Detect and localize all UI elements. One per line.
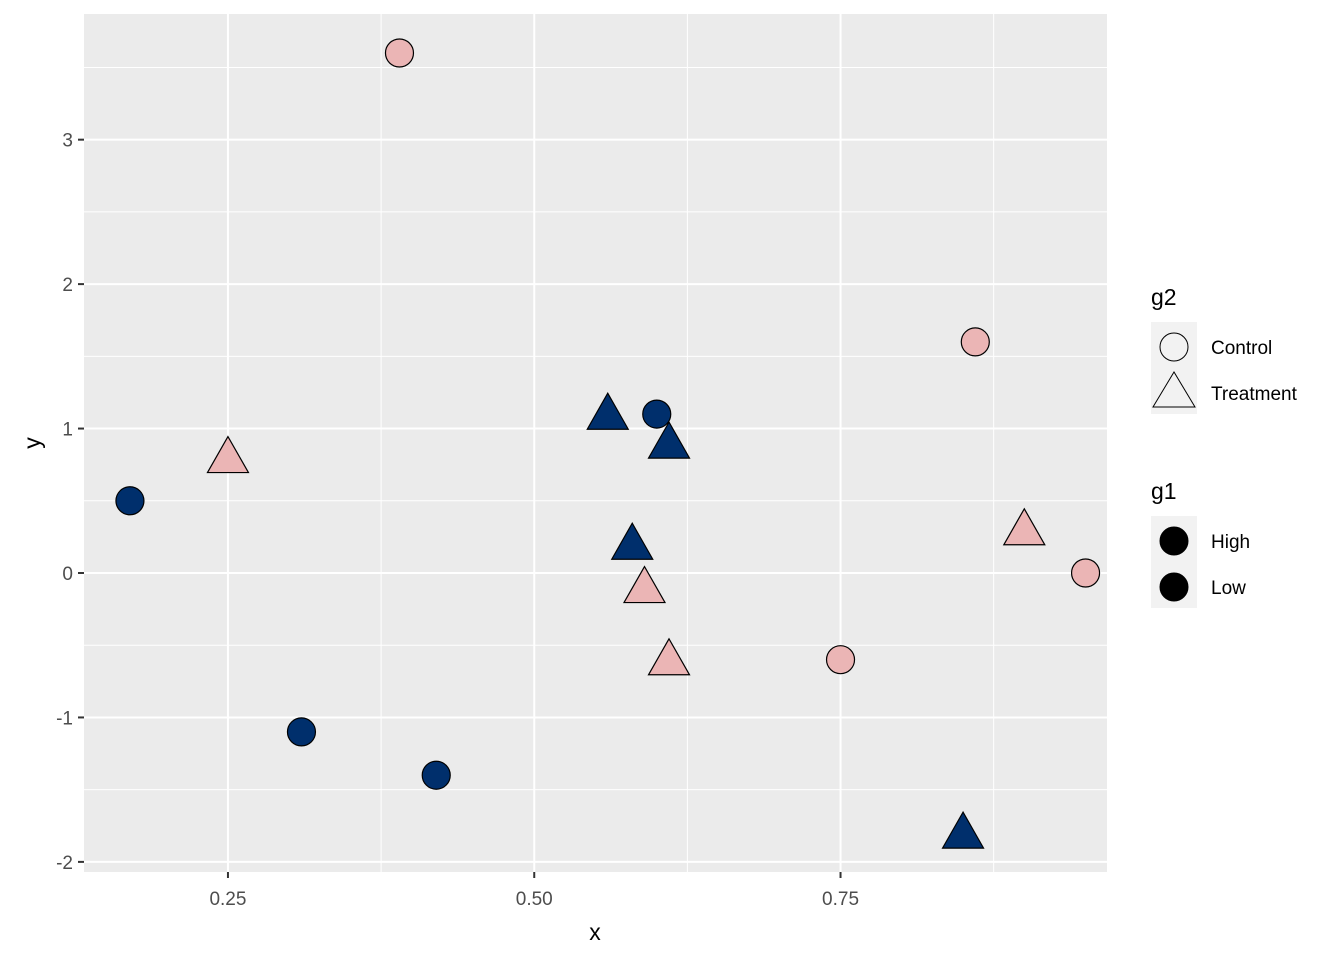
legend-label: Treatment bbox=[1211, 384, 1298, 405]
minor-gridlines bbox=[84, 14, 1107, 872]
data-point-triangle-low bbox=[622, 565, 667, 604]
y-tick-label: -1 bbox=[56, 708, 73, 729]
legend-key-circle-icon bbox=[1159, 526, 1189, 556]
data-point-triangle-low bbox=[1002, 507, 1046, 546]
legend-key-circle-icon bbox=[1159, 332, 1189, 362]
data-points bbox=[115, 38, 1101, 849]
y-tick-label: 0 bbox=[62, 564, 73, 585]
x-axis: 0.25 0.50 0.75 bbox=[209, 872, 859, 910]
data-point-circle-high bbox=[421, 760, 451, 790]
legend-g2: g2 Control Treatment bbox=[1151, 284, 1298, 414]
y-axis-title: y bbox=[19, 437, 45, 449]
data-point-circle-high bbox=[115, 486, 145, 516]
data-point-circle-low bbox=[384, 38, 415, 68]
data-point-circle-low bbox=[825, 645, 856, 675]
y-tick-label: 2 bbox=[62, 275, 73, 296]
y-tick-label: 1 bbox=[62, 420, 73, 441]
data-point-triangle-high bbox=[647, 420, 691, 459]
legend-label: High bbox=[1211, 532, 1250, 553]
major-gridlines bbox=[84, 14, 1107, 872]
data-point-triangle-high bbox=[610, 522, 654, 560]
legend-title: g1 bbox=[1151, 478, 1177, 504]
x-tick-label: 0.25 bbox=[209, 889, 246, 910]
y-tick-label: -2 bbox=[56, 853, 73, 874]
data-point-triangle-low bbox=[647, 637, 691, 676]
legend-label: Control bbox=[1211, 338, 1272, 359]
data-point-triangle-high bbox=[586, 392, 630, 430]
data-point-triangle-high bbox=[941, 810, 985, 849]
data-point-circle-low bbox=[960, 327, 990, 357]
legend-key-background bbox=[1151, 322, 1197, 414]
legend-key-triangle-icon bbox=[1152, 371, 1196, 408]
legend-label: Low bbox=[1211, 578, 1246, 599]
legend-g1: g1 High Low bbox=[1151, 478, 1250, 608]
legend-title: g2 bbox=[1151, 284, 1177, 310]
legends: g2 Control Treatment g1 High Low bbox=[1151, 284, 1298, 608]
data-point-circle-high bbox=[286, 717, 317, 747]
data-point-triangle-low bbox=[206, 435, 250, 474]
y-axis: -2 -1 0 1 2 3 bbox=[56, 131, 84, 874]
data-point-circle-low bbox=[1070, 558, 1101, 588]
data-point-circle-high bbox=[642, 399, 672, 429]
y-tick-label: 3 bbox=[62, 131, 73, 152]
legend-key-circle-icon bbox=[1159, 572, 1189, 602]
x-tick-label: 0.50 bbox=[516, 889, 553, 910]
plot-panel bbox=[84, 14, 1107, 872]
x-axis-title: x bbox=[589, 919, 601, 945]
x-tick-label: 0.75 bbox=[822, 889, 859, 910]
